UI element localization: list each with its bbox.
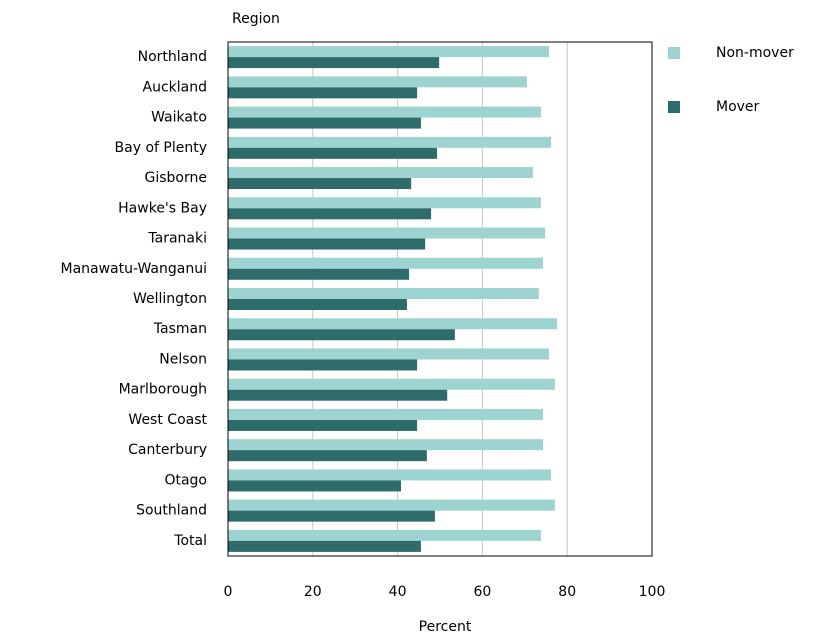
y-tick-label: Tasman (153, 321, 207, 337)
y-tick-label: Auckland (143, 79, 207, 95)
bar (228, 469, 552, 481)
x-tick-label: 100 (639, 584, 666, 600)
y-tick-label: Manawatu-Wanganui (61, 261, 208, 277)
legend-label: Mover (716, 99, 760, 115)
y-tick-label: Canterbury (128, 442, 207, 458)
bar (228, 197, 541, 209)
bar (228, 510, 435, 522)
bar (228, 288, 539, 299)
bar (228, 87, 418, 99)
y-tick-label: Bay of Plenty (115, 140, 207, 156)
y-tick-label: Marlborough (119, 382, 207, 398)
y-tick-label: Taranaki (147, 231, 207, 247)
bar (228, 76, 527, 88)
x-tick-label: 20 (304, 584, 322, 600)
bar (228, 117, 421, 129)
bar (228, 268, 410, 280)
bar (228, 227, 546, 239)
bar (228, 529, 541, 541)
x-tick-label: 40 (389, 584, 407, 600)
y-tick-label: Southland (136, 503, 207, 519)
bar (228, 499, 555, 511)
bar (228, 106, 541, 118)
bar (228, 408, 544, 420)
bar (228, 147, 438, 159)
bar (228, 136, 552, 148)
y-tick-label: Gisborne (145, 170, 207, 186)
bar (228, 359, 418, 371)
x-tick-label: 60 (473, 584, 491, 600)
bar (228, 480, 401, 492)
bar (228, 439, 544, 451)
bar (228, 329, 455, 341)
y-tick-label: Total (173, 533, 207, 549)
bar (228, 238, 426, 250)
x-tick-label: 0 (224, 584, 233, 600)
bar (228, 389, 448, 401)
y-tick-label: Nelson (159, 351, 207, 367)
plot-border (227, 41, 653, 557)
bar (228, 378, 555, 390)
bar (228, 167, 533, 179)
bar (228, 57, 440, 69)
y-axis-title: Region (232, 11, 280, 27)
bar (228, 318, 558, 330)
x-tick-label: 80 (558, 584, 576, 600)
legend-swatch (668, 47, 680, 59)
y-tick-label: Wellington (133, 291, 207, 307)
y-tick-label: Otago (164, 472, 207, 488)
y-tick-label: Waikato (151, 110, 207, 126)
x-axis-title: Percent (419, 619, 472, 635)
y-tick-label: Northland (138, 49, 207, 65)
legend-swatch (668, 101, 680, 113)
bar (228, 419, 418, 431)
bar (228, 178, 412, 190)
y-tick-label: West Coast (128, 412, 207, 428)
y-tick-label: Hawke's Bay (118, 200, 207, 216)
bar (228, 348, 549, 360)
bar (228, 208, 432, 220)
bar (228, 450, 427, 462)
bar (228, 540, 421, 552)
bar (228, 46, 549, 58)
bar (228, 257, 544, 269)
legend-label: Non-mover (716, 45, 794, 61)
bar (228, 299, 407, 310)
